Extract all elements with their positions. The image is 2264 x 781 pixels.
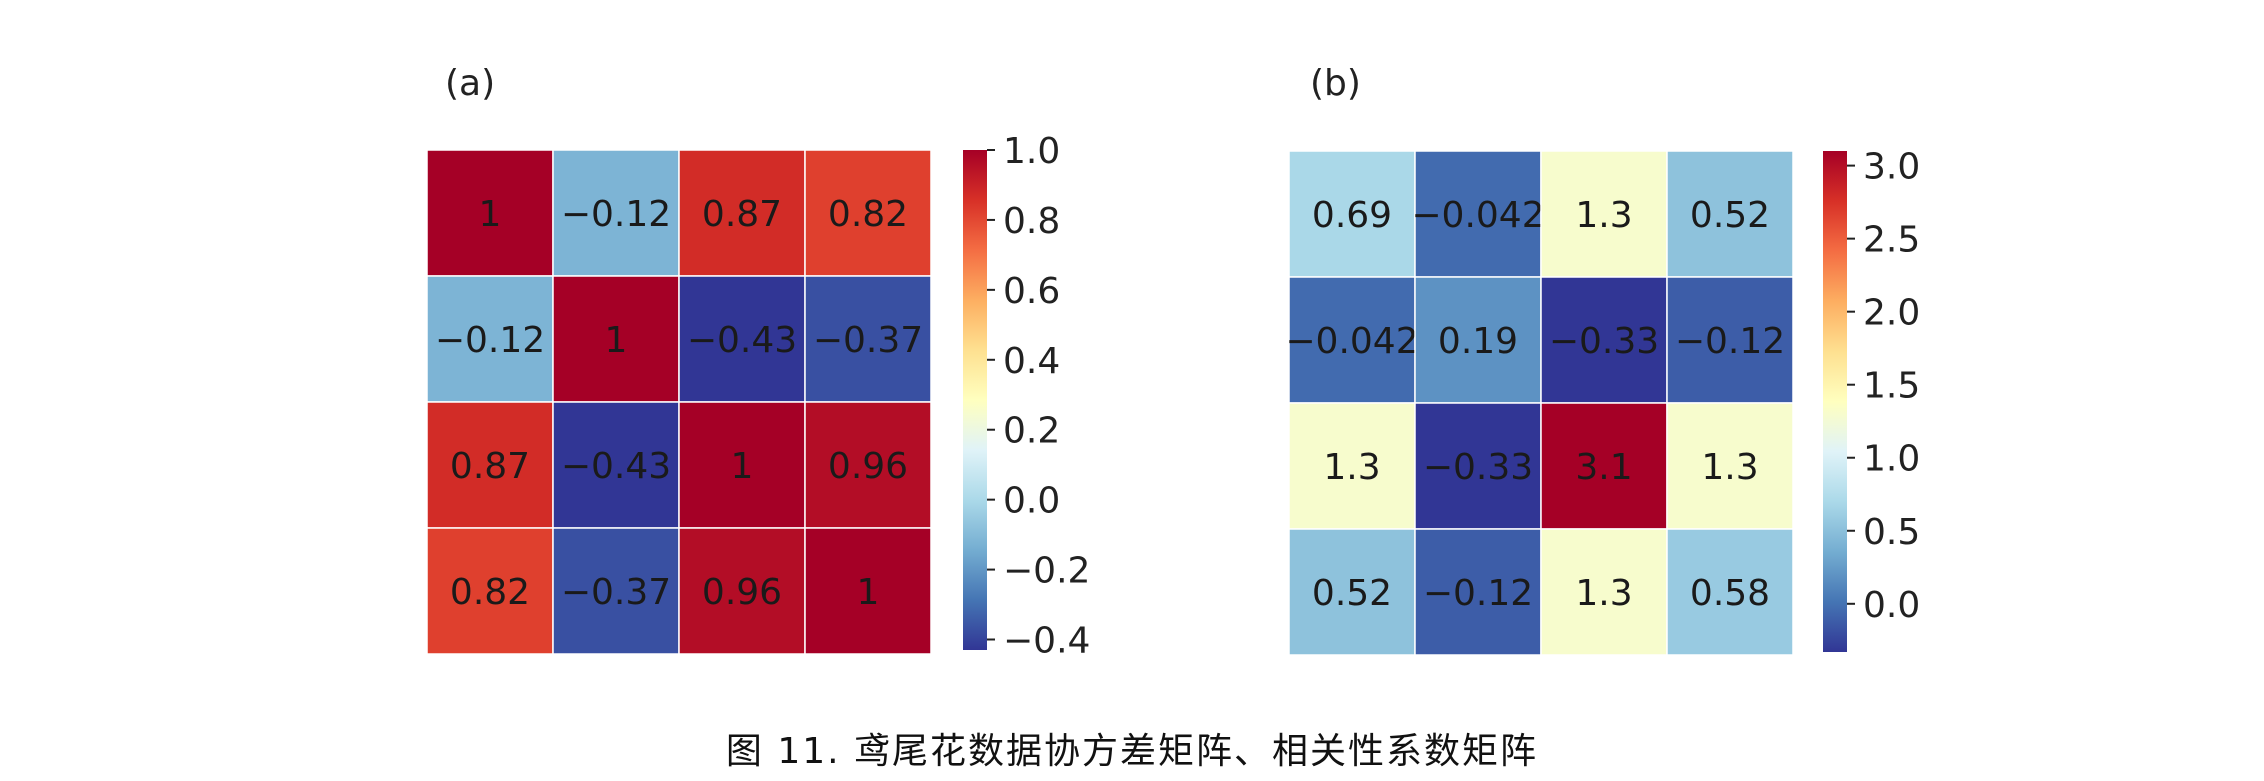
colorbar-tick-label: 0.4 [1003,341,1060,382]
heatmap-cell [552,527,680,655]
heatmap-panel-a: (a) 1 −0.12 0.87 0.82 −0.12 1 −0.43 −0.37 0.87 −0.… [426,63,1090,662]
cell-annotation: 1.3 [1575,573,1632,614]
cell-annotation: 0.82 [828,194,908,235]
colorbar-tick-label: 1.0 [1863,439,1920,480]
cell-annotation: 1 [479,194,502,235]
heatmap-cell [1540,402,1668,530]
colorbar-tick-label: −0.2 [1003,551,1090,592]
heatmap-cell [1666,528,1794,656]
colorbar [1823,151,1847,652]
cell-annotation: −0.43 [687,320,797,361]
colorbar-tick-label: 0.0 [1863,585,1920,626]
cell-annotation: 0.52 [1690,195,1770,236]
cell-annotation: 0.52 [1312,573,1392,614]
colorbar-tick-label: 0.2 [1003,411,1060,452]
colorbar-tick-label: 2.5 [1863,220,1920,261]
panel-label: (b) [1310,63,1361,104]
heatmap-cell [1288,276,1416,404]
heatmap-cell [1666,150,1794,278]
cell-annotation: −0.12 [561,194,671,235]
cell-annotation: −0.37 [813,320,923,361]
cell-annotation: 0.58 [1690,573,1770,614]
cell-annotation: 1 [857,572,880,613]
cell-annotation: 0.87 [450,446,530,487]
cell-annotation: 1.3 [1575,195,1632,236]
heatmap-cell [552,149,680,277]
panel-label: (a) [445,63,495,104]
cell-annotation: −0.37 [561,572,671,613]
colorbar-tick-label: 0.5 [1863,512,1920,553]
cell-annotation: 0.19 [1438,321,1518,362]
cell-annotation: 0.96 [828,446,908,487]
heatmap-cell [426,275,554,403]
heatmap-cell [1540,528,1668,656]
cell-annotation: 1.3 [1701,447,1758,488]
colorbar-tick-label: 0.0 [1003,481,1060,522]
cell-annotation: 0.87 [702,194,782,235]
cell-annotation: −0.042 [1285,321,1418,362]
cell-annotation: −0.12 [1675,321,1785,362]
cell-annotation: −0.43 [561,446,671,487]
heatmap-cell [1540,150,1668,278]
cell-annotation: −0.33 [1423,447,1533,488]
heatmap-panel-b: (b) 0.69 −0.042 1.3 0.52 −0.042 0.19 −0.33 −0.12… [1285,63,1920,656]
heatmap-cell [426,527,554,655]
colorbar [963,150,987,650]
heatmap-cell [804,527,932,655]
cell-annotation: 0.82 [450,572,530,613]
figure-caption: 图 11. 鸢尾花数据协方差矩阵、相关性系数矩阵 [725,731,1539,772]
colorbar-tick-label: 1.5 [1863,366,1920,407]
heatmap-cell [1540,276,1668,404]
colorbar-tick-label: 1.0 [1003,131,1060,172]
heatmap-cell [804,275,932,403]
cell-annotation: 1 [605,320,628,361]
cell-annotation: −0.33 [1549,321,1659,362]
heatmap-cell [678,149,806,277]
colorbar-tick-label: 0.6 [1003,271,1060,312]
cell-annotation: −0.042 [1411,195,1544,236]
cell-annotation: 3.1 [1575,447,1632,488]
colorbar-tick-label: 3.0 [1863,147,1920,188]
heatmap-cell [804,149,932,277]
heatmap-cell [1288,150,1416,278]
heatmap-cell [1288,402,1416,530]
heatmap-cell [1414,150,1542,278]
heatmap-cell [552,401,680,529]
heatmap-cell [426,149,554,277]
cell-annotation: 1 [731,446,754,487]
cell-annotation: 0.69 [1312,195,1392,236]
cell-annotation: 1.3 [1323,447,1380,488]
heatmap-cell [804,401,932,529]
colorbar-tick-label: 0.8 [1003,201,1060,242]
heatmap-cell [552,275,680,403]
heatmap-cell [1288,528,1416,656]
colorbar-tick-label: −0.4 [1003,621,1090,662]
heatmap-cell [1414,528,1542,656]
cell-annotation: −0.12 [1423,573,1533,614]
heatmap-cell [1414,402,1542,530]
cell-annotation: 0.96 [702,572,782,613]
cell-annotation: −0.12 [435,320,545,361]
colorbar-tick-label: 2.0 [1863,293,1920,334]
